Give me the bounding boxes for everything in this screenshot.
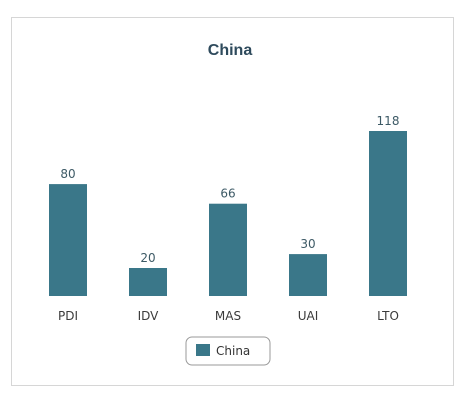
value-label-uai: 30 <box>300 237 315 251</box>
legend-swatch <box>196 344 210 356</box>
category-label-lto: LTO <box>377 309 399 323</box>
bar-mas[interactable] <box>209 203 247 296</box>
category-label-mas: MAS <box>215 309 241 323</box>
bar-idv[interactable] <box>129 268 167 296</box>
chart-title: China <box>208 42 253 59</box>
legend[interactable]: China <box>185 336 271 366</box>
bar-lto[interactable] <box>369 131 407 296</box>
value-label-mas: 66 <box>220 187 235 201</box>
value-labels-group: 80 20 66 30 118 <box>60 114 399 265</box>
value-label-lto: 118 <box>377 114 400 128</box>
category-label-pdi: PDI <box>58 309 78 323</box>
category-labels-group: PDI IDV MAS UAI LTO <box>58 309 399 323</box>
category-label-uai: UAI <box>298 309 319 323</box>
category-label-idv: IDV <box>138 309 160 323</box>
bar-pdi[interactable] <box>49 184 87 296</box>
value-label-idv: 20 <box>140 251 155 265</box>
value-label-pdi: 80 <box>60 167 75 181</box>
legend-label: China <box>216 344 250 358</box>
bars-group <box>49 131 407 296</box>
bar-uai[interactable] <box>289 254 327 296</box>
